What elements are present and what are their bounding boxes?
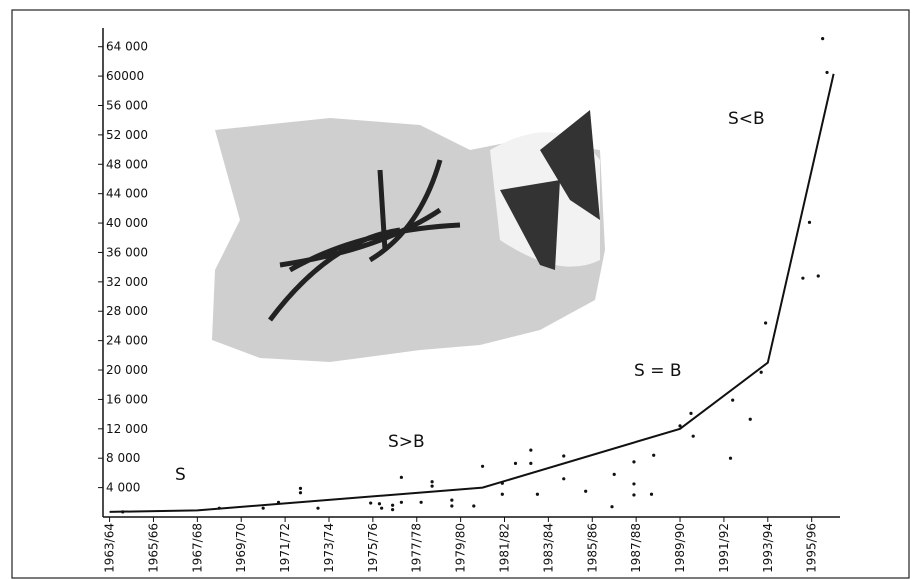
y-tick-label: 60000 — [106, 69, 144, 83]
y-tick-label: 8 000 — [106, 451, 140, 465]
data-point — [613, 473, 616, 476]
data-point — [821, 37, 824, 40]
y-tick-label: 64 000 — [106, 40, 148, 54]
data-point — [378, 502, 381, 505]
data-point — [562, 454, 565, 457]
x-tick-label: 1975/76 — [366, 523, 380, 573]
data-point — [121, 510, 124, 513]
y-tick-label: 24 000 — [106, 334, 148, 348]
data-point — [749, 418, 752, 421]
data-point — [420, 501, 423, 504]
data-point — [299, 491, 302, 494]
data-point — [472, 504, 475, 507]
x-tick-label: 1963/64 — [103, 523, 117, 573]
data-point — [692, 435, 695, 438]
data-point — [514, 462, 517, 465]
x-tick-label: 1995/96 — [805, 523, 819, 573]
x-tick-label: 1981/82 — [498, 523, 512, 573]
x-tick-label: 1979/80 — [454, 523, 468, 573]
data-point — [817, 274, 820, 277]
data-point — [218, 507, 221, 510]
annotation: S — [175, 465, 186, 485]
data-point — [400, 476, 403, 479]
data-point — [801, 277, 804, 280]
data-point — [678, 424, 681, 427]
data-point — [529, 449, 532, 452]
data-point — [808, 221, 811, 224]
data-point — [760, 371, 763, 374]
data-point — [562, 477, 565, 480]
y-tick-label: 40 000 — [106, 216, 148, 230]
y-tick-label: 36 000 — [106, 245, 148, 259]
x-tick-label: 1973/74 — [322, 523, 336, 573]
x-tick-label: 1977/78 — [410, 523, 424, 573]
data-point — [481, 465, 484, 468]
data-point — [529, 462, 532, 465]
data-point — [632, 482, 635, 485]
annotation: S>B — [388, 432, 425, 452]
annotation: S<B — [728, 109, 765, 129]
data-point — [650, 493, 653, 496]
data-point — [536, 493, 539, 496]
data-point — [729, 457, 732, 460]
data-point — [501, 482, 504, 485]
data-point — [391, 508, 394, 511]
y-tick-label: 28 000 — [106, 304, 148, 318]
data-point — [764, 321, 767, 324]
data-point — [450, 498, 453, 501]
data-point — [400, 501, 403, 504]
data-point — [689, 412, 692, 415]
y-tick-label: 20 000 — [106, 363, 148, 377]
data-point — [431, 485, 434, 488]
data-point — [731, 399, 734, 402]
data-point — [277, 501, 280, 504]
data-point — [584, 490, 587, 493]
x-tick-label: 1967/68 — [190, 523, 204, 573]
x-tick-label: 1987/88 — [629, 523, 643, 573]
map-illustration — [212, 110, 605, 362]
y-tick-label: 48 000 — [106, 157, 148, 171]
data-point — [450, 504, 453, 507]
y-tick-label: 32 000 — [106, 275, 148, 289]
x-tick-label: 1971/72 — [278, 523, 292, 573]
y-tick-label: 16 000 — [106, 392, 148, 406]
annotation: S = B — [634, 361, 682, 381]
data-point — [825, 71, 828, 74]
data-point — [380, 507, 383, 510]
data-point — [632, 493, 635, 496]
x-tick-label: 1989/90 — [673, 523, 687, 573]
data-point — [262, 507, 265, 510]
data-point — [369, 501, 372, 504]
data-point — [391, 504, 394, 507]
data-point — [652, 454, 655, 457]
data-point — [632, 460, 635, 463]
x-tick-label: 1969/70 — [234, 523, 248, 573]
x-tick-label: 1965/66 — [146, 523, 160, 573]
data-point — [431, 480, 434, 483]
x-tick-label: 1985/86 — [585, 523, 599, 573]
data-point — [610, 505, 613, 508]
chart: S S>B S = B S<B 4 000 8 000 12 000 16 000 20… — [0, 0, 919, 580]
y-tick-label: 12 000 — [106, 422, 148, 436]
data-point — [316, 507, 319, 510]
y-tick-label: 44 000 — [106, 187, 148, 201]
y-tick-label: 4 000 — [106, 481, 140, 495]
y-tick-label: 56 000 — [106, 98, 148, 112]
x-tick-label: 1991/92 — [717, 523, 731, 573]
x-tick-label: 1983/84 — [541, 523, 555, 573]
data-point — [299, 487, 302, 490]
y-tick-label: 52 000 — [106, 128, 148, 142]
data-point — [501, 493, 504, 496]
x-tick-label: 1993/94 — [761, 523, 775, 573]
